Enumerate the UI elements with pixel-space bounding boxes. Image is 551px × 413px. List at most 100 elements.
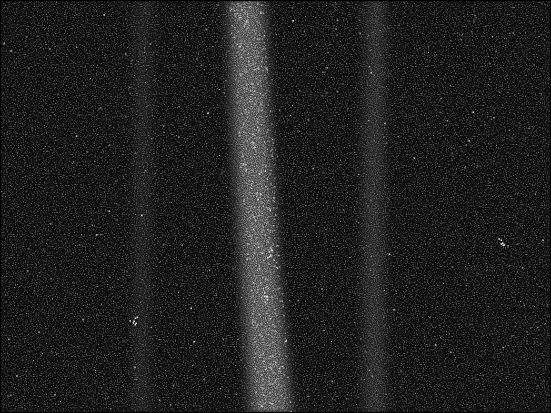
band-speck [272, 404, 274, 406]
speck [452, 34, 454, 36]
speck [524, 144, 526, 146]
speck [516, 41, 518, 43]
speck [357, 396, 359, 398]
band-speck [268, 383, 270, 385]
band-speck [254, 62, 256, 64]
speck [539, 344, 541, 345]
band-speck [272, 382, 274, 385]
band-speck [256, 291, 258, 294]
speck [506, 75, 508, 77]
speck [249, 238, 252, 241]
band-speck [244, 11, 246, 13]
speck [380, 355, 382, 357]
speck [198, 267, 199, 269]
speck [544, 369, 546, 371]
speck [163, 243, 165, 246]
speck [284, 410, 286, 412]
speck [548, 83, 550, 85]
band-speck [242, 65, 244, 67]
band-speck [251, 322, 253, 324]
speck [82, 355, 84, 357]
speck [368, 370, 370, 372]
band-speck [257, 66, 259, 68]
speck [76, 14, 78, 15]
speck [178, 395, 180, 397]
band-speck [258, 268, 260, 270]
band-speck [254, 321, 257, 323]
band-speck [270, 281, 272, 283]
speck [328, 374, 329, 376]
band-speck [256, 269, 258, 271]
band-speck [246, 253, 248, 255]
band-speck [234, 35, 236, 37]
speck [493, 343, 495, 345]
speck [178, 292, 180, 294]
speck [356, 276, 358, 278]
band-speck [249, 234, 251, 236]
band-speck [254, 289, 257, 292]
band-speck [238, 3, 240, 5]
band-speck [266, 288, 268, 290]
band-speck [285, 340, 287, 343]
band-speck [249, 235, 251, 238]
band-speck [239, 135, 241, 137]
band-speck [273, 408, 275, 410]
band-speck [266, 370, 269, 372]
band-speck [270, 169, 272, 171]
speck [290, 114, 292, 116]
speck [521, 49, 523, 51]
band-speck [266, 313, 268, 315]
band-speck [245, 164, 247, 166]
band-speck [254, 37, 256, 39]
speck [287, 216, 289, 218]
band-speck [262, 288, 264, 290]
band-speck [239, 74, 241, 76]
speck [404, 197, 406, 199]
band-speck [246, 227, 248, 230]
speck [260, 11, 262, 14]
speck [115, 180, 117, 182]
speck [471, 187, 473, 189]
speck [508, 265, 510, 267]
speck [48, 116, 50, 118]
speck [155, 172, 156, 174]
speck [178, 136, 180, 138]
speck [113, 300, 115, 302]
band-speck [261, 104, 263, 106]
speck [474, 14, 476, 17]
band-speck [271, 148, 273, 150]
speck [126, 232, 128, 234]
band-speck [283, 402, 285, 404]
speck [488, 142, 490, 144]
speck [286, 101, 288, 103]
speck [473, 21, 475, 23]
band-speck [270, 197, 272, 199]
speck [298, 300, 300, 302]
band-speck [248, 111, 250, 114]
band-speck [260, 185, 263, 187]
speck [528, 68, 530, 70]
speck [212, 45, 214, 47]
band-speck [255, 243, 257, 245]
speck [381, 86, 383, 88]
speck [322, 95, 324, 97]
speck [427, 45, 429, 47]
band-speck [242, 141, 244, 144]
speck [360, 338, 362, 340]
band-speck [276, 245, 278, 247]
band-speck [257, 3, 259, 5]
speck [544, 39, 546, 41]
speck [92, 315, 94, 317]
speck [331, 340, 332, 342]
speck [533, 342, 536, 344]
bright-cluster-speck [268, 255, 271, 258]
band-speck [247, 231, 249, 233]
speck [131, 59, 133, 61]
band-speck [269, 129, 271, 131]
speck [99, 36, 101, 38]
speck [539, 262, 541, 264]
band-speck [265, 286, 267, 288]
speck [187, 392, 189, 394]
speck [24, 8, 26, 10]
speck [279, 109, 280, 111]
